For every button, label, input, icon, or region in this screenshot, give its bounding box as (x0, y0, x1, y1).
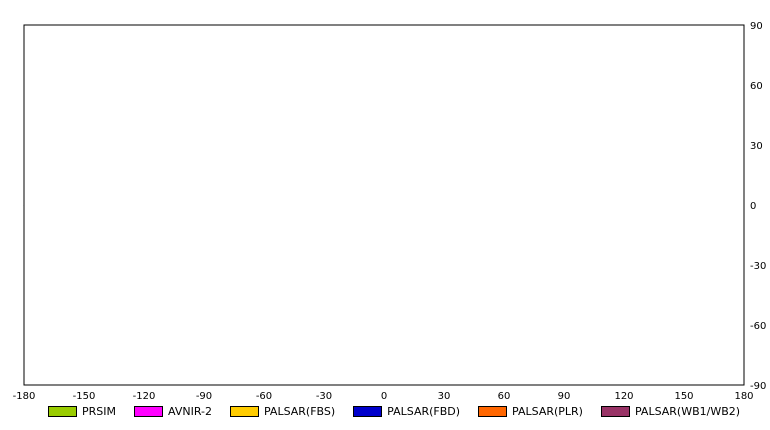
lon-tick-label: -120 (133, 391, 156, 402)
lon-tick-label: 90 (558, 391, 571, 402)
legend-label: PRSIM (82, 404, 116, 418)
legend-item: PALSAR(FBS) (229, 404, 336, 418)
legend-swatch (229, 405, 259, 417)
tick-labels: -180 -150 -120 -90 -60 -30 0 30 60 90 120 150 180 90 6… (13, 21, 767, 402)
legend-item: PALSAR(FBD) (353, 405, 460, 418)
legend-item: PALSAR(PLR) (478, 405, 583, 418)
lat-tick-label: -60 (750, 321, 766, 332)
lon-tick-label: 60 (498, 391, 511, 402)
legend-swatch (478, 405, 508, 417)
legend-swatch (134, 405, 163, 417)
lon-tick-label: 150 (674, 391, 693, 402)
legend-item: PALSAR(WB1/WB2) (600, 404, 741, 418)
legend-item: PRSIM (48, 405, 116, 418)
legend-label: PALSAR(FBS) (263, 404, 336, 418)
lon-tick-label: -150 (73, 391, 96, 402)
legend: PRSIM AVNIR-2 PALSAR(FBS) PALSAR(FBD) PALSAR… (48, 403, 758, 419)
lat-tick-label: 60 (750, 81, 763, 92)
map-border (23, 24, 745, 386)
lon-tick-label: 30 (438, 391, 451, 402)
lon-tick-label: 120 (614, 391, 633, 402)
legend-label: AVNIR-2 (168, 404, 212, 418)
map-background (24, 25, 744, 385)
legend-item: AVNIR-2 (134, 405, 212, 418)
legend-swatch (48, 405, 77, 417)
map-frame (23, 24, 745, 386)
lon-tick-label: 0 (381, 391, 387, 402)
lon-tick-label: -180 (13, 391, 36, 402)
lon-tick-label: -60 (256, 391, 272, 402)
lon-tick-label: 180 (734, 391, 753, 402)
lon-tick-label: -90 (196, 391, 212, 402)
legend-swatch (353, 405, 383, 417)
legend-swatch (600, 405, 630, 417)
lat-tick-label: 90 (750, 21, 763, 32)
lat-tick-label: 0 (750, 201, 756, 212)
lon-tick-label: -30 (316, 391, 332, 402)
legend-label: PALSAR(WB1/WB2) (634, 404, 741, 418)
legend-label: PALSAR(FBD) (387, 404, 461, 418)
lat-tick-label: -90 (750, 381, 766, 392)
legend-label: PALSAR(PLR) (512, 404, 583, 418)
lat-tick-label: 30 (750, 141, 763, 152)
lat-tick-label: -30 (750, 261, 766, 272)
